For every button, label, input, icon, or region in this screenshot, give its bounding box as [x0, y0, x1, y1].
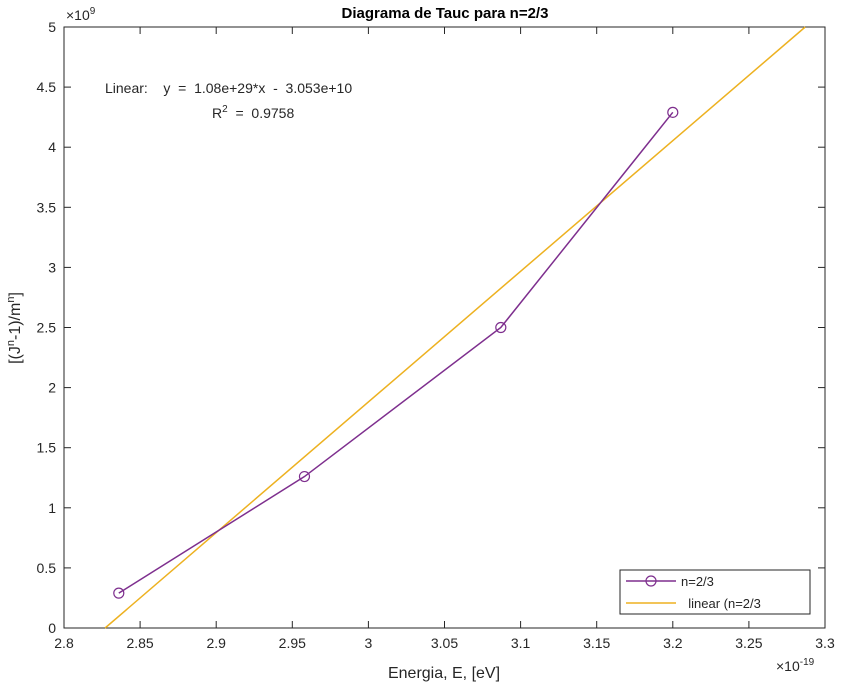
series-line-1	[118, 111, 674, 594]
x-axis-ticks: 2.8 2.85 2.9 2.95 3 3.05 3.1 3.15 3.2 3.25 3.3	[54, 27, 835, 651]
legend-box	[619, 569, 811, 615]
fit-equation: Linear: y = 1.08e+29*x - 3.053e+10	[105, 80, 352, 96]
x-tick-label: 2.95	[279, 635, 306, 651]
legend-label-series-1: n=2/3	[681, 574, 714, 589]
y-axis-label: [(Jn-1)/mn]	[5, 292, 24, 364]
y-tick-label: 0	[48, 620, 56, 636]
y-tick-label: 5	[48, 19, 56, 35]
y-tick-label: 0.5	[37, 560, 57, 576]
x-axis-label: Energia, E, [eV]	[388, 665, 500, 682]
data-point	[298, 470, 311, 483]
x-tick-label: 2.8	[54, 635, 74, 651]
y-tick-label: 2.5	[37, 320, 57, 336]
x-tick-label: 3.2	[663, 635, 683, 651]
y-tick-label: 3.5	[37, 199, 57, 215]
x-tick-label: 3.1	[511, 635, 531, 651]
y-tick-label: 4.5	[37, 79, 57, 95]
x-tick-label: 3.3	[815, 635, 835, 651]
data-point	[113, 587, 125, 599]
x-tick-label: 2.85	[126, 635, 153, 651]
y-tick-label: 3	[48, 259, 56, 275]
x-tick-label: 3.25	[735, 635, 762, 651]
chart-title: Diagrama de Tauc para n=2/3	[342, 5, 549, 22]
y-tick-label: 2	[48, 380, 56, 396]
x-tick-label: 2.9	[206, 635, 226, 651]
legend-label-series-2: linear (n=2/3	[681, 596, 761, 611]
data-point	[667, 106, 679, 118]
y-tick-label: 1	[48, 500, 56, 516]
plot-frame	[63, 26, 826, 629]
y-tick-label: 4	[48, 139, 56, 155]
y-axis-multiplier: ×109	[66, 6, 96, 23]
series-layer	[104, 26, 806, 629]
plot-area	[63, 26, 826, 629]
x-tick-label: 3.05	[431, 635, 458, 651]
legend-marker-series-1	[645, 575, 657, 587]
data-point	[495, 321, 507, 334]
x-tick-label: 3	[365, 635, 373, 651]
legend: n=2/3 linear (n=2/3	[619, 569, 811, 615]
y-tick-label: 1.5	[37, 440, 57, 456]
x-tick-label: 3.15	[583, 635, 610, 651]
x-axis-multiplier: ×10-19	[776, 657, 815, 674]
y-axis-ticks: 0 0.5 1 1.5 2 2.5 3 3.5 4 4.5 5	[37, 19, 825, 636]
fit-r-squared: R2 = 0.9758	[212, 104, 294, 121]
